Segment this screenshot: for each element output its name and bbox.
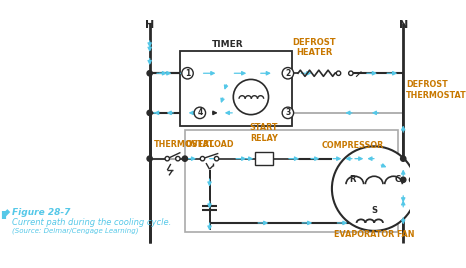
FancyBboxPatch shape xyxy=(180,51,292,126)
Text: C: C xyxy=(395,175,401,184)
Circle shape xyxy=(147,156,152,161)
Circle shape xyxy=(200,157,205,161)
Text: TIMER: TIMER xyxy=(212,40,243,49)
Text: H: H xyxy=(145,20,154,31)
Text: 1: 1 xyxy=(185,69,190,78)
Circle shape xyxy=(147,70,152,76)
Circle shape xyxy=(194,107,206,119)
Circle shape xyxy=(349,71,353,76)
Circle shape xyxy=(147,110,152,116)
Text: START
RELAY: START RELAY xyxy=(250,123,278,143)
Text: OVERLOAD: OVERLOAD xyxy=(185,140,234,149)
Circle shape xyxy=(282,107,294,119)
Circle shape xyxy=(165,157,170,161)
Circle shape xyxy=(410,177,415,183)
Text: S: S xyxy=(371,206,377,215)
Circle shape xyxy=(182,68,193,79)
Circle shape xyxy=(176,157,180,161)
Text: N: N xyxy=(398,20,408,31)
Text: 4: 4 xyxy=(197,108,202,117)
Circle shape xyxy=(282,68,294,79)
Circle shape xyxy=(401,156,406,161)
Circle shape xyxy=(214,157,219,161)
Text: Current path during the cooling cycle.: Current path during the cooling cycle. xyxy=(12,218,171,226)
Text: EVAPORATOR FAN: EVAPORATOR FAN xyxy=(334,230,414,239)
FancyBboxPatch shape xyxy=(255,152,273,165)
Circle shape xyxy=(336,71,341,76)
Text: COMPRESSOR: COMPRESSOR xyxy=(322,141,384,150)
Circle shape xyxy=(182,156,187,161)
Text: Figure 28-7: Figure 28-7 xyxy=(12,208,71,217)
Text: DEFROST
THERMOSTAT: DEFROST THERMOSTAT xyxy=(406,80,466,100)
Circle shape xyxy=(332,146,417,231)
Text: THERMOSTAT: THERMOSTAT xyxy=(154,140,215,149)
Circle shape xyxy=(401,177,406,183)
Text: 2: 2 xyxy=(285,69,290,78)
Circle shape xyxy=(233,79,268,115)
Text: 3: 3 xyxy=(285,108,290,117)
Text: R: R xyxy=(349,175,356,184)
Text: DEFROST
HEATER: DEFROST HEATER xyxy=(293,38,336,57)
FancyBboxPatch shape xyxy=(185,131,398,232)
Text: (Source: Delmar/Cengage Learning): (Source: Delmar/Cengage Learning) xyxy=(12,228,139,234)
